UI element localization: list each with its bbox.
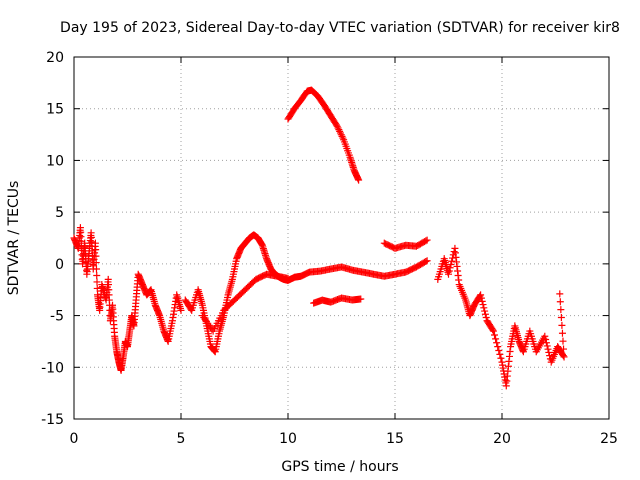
data-point	[336, 129, 344, 137]
data-point	[445, 270, 452, 278]
data-point	[284, 274, 292, 282]
data-point	[333, 122, 341, 130]
data-point	[489, 326, 497, 334]
x-tick-label: 20	[493, 431, 511, 447]
data-point	[177, 306, 185, 314]
data-point	[560, 345, 568, 353]
data-point	[92, 259, 100, 267]
data-point	[450, 248, 458, 256]
data-point	[92, 246, 100, 254]
y-tick-label: 10	[46, 153, 64, 169]
data-point	[559, 352, 567, 360]
y-tick-label: 15	[46, 102, 64, 118]
data-point	[355, 176, 363, 184]
data-point	[447, 261, 455, 269]
data-point	[477, 294, 485, 302]
data-point	[93, 271, 101, 279]
x-tick-label: 0	[70, 431, 79, 447]
data-point	[449, 254, 457, 262]
data-point	[557, 306, 565, 314]
data-points	[70, 86, 568, 390]
data-point	[545, 348, 553, 356]
data-point	[187, 305, 195, 313]
data-point	[493, 339, 501, 347]
data-point	[423, 257, 431, 265]
y-axis-label: SDTVAR / TECUs	[6, 181, 22, 296]
y-tick-label: 0	[55, 257, 64, 273]
data-point	[543, 342, 551, 350]
data-point	[558, 329, 566, 337]
data-point	[542, 339, 550, 347]
data-point	[337, 131, 345, 139]
data-point	[478, 297, 486, 305]
data-point	[494, 343, 502, 351]
x-tick-label: 15	[386, 431, 404, 447]
data-point	[332, 121, 340, 129]
data-point	[558, 321, 566, 329]
data-point	[334, 124, 342, 132]
data-point	[92, 252, 100, 260]
data-point	[357, 295, 365, 303]
data-point	[93, 278, 101, 286]
data-point	[497, 354, 505, 362]
data-point	[495, 346, 503, 354]
data-point	[477, 291, 485, 299]
y-tick-label: 5	[55, 205, 64, 221]
data-point	[492, 335, 500, 343]
data-point	[560, 353, 568, 361]
data-point	[422, 237, 430, 245]
x-tick-label: 5	[177, 431, 186, 447]
data-point	[482, 314, 490, 322]
data-point	[423, 236, 431, 244]
data-point	[481, 307, 489, 315]
ticks: 0 5 10 15 20 25 -15 -10 -5 0 5 10 15 20	[41, 50, 618, 447]
data-point	[491, 331, 499, 339]
data-point	[448, 257, 456, 265]
y-tick-label: -15	[41, 412, 64, 428]
data-point	[336, 127, 344, 135]
data-point	[544, 345, 552, 353]
data-point	[480, 304, 488, 312]
data-point	[479, 301, 487, 309]
data-point	[338, 132, 346, 140]
y-tick-label: 20	[46, 50, 64, 66]
data-point	[542, 335, 550, 343]
y-tick-label: -5	[50, 309, 64, 325]
data-point	[422, 258, 430, 266]
data-point	[91, 239, 99, 247]
data-point	[92, 265, 100, 273]
chart-title: Day 195 of 2023, Sidereal Day-to-day VTE…	[60, 20, 620, 36]
x-axis-label: GPS time / hours	[281, 459, 398, 475]
y-tick-label: -10	[41, 360, 64, 376]
data-point	[559, 337, 567, 345]
data-point	[541, 332, 549, 340]
x-tick-label: 10	[279, 431, 297, 447]
data-point	[481, 310, 489, 318]
data-point	[335, 126, 343, 134]
data-point	[496, 350, 504, 358]
data-point	[339, 134, 347, 142]
data-point	[446, 264, 454, 272]
data-point	[556, 298, 564, 306]
data-point	[445, 267, 453, 275]
data-point	[557, 314, 565, 322]
data-point	[556, 290, 564, 298]
x-tick-label: 25	[600, 431, 618, 447]
data-point	[489, 327, 497, 335]
